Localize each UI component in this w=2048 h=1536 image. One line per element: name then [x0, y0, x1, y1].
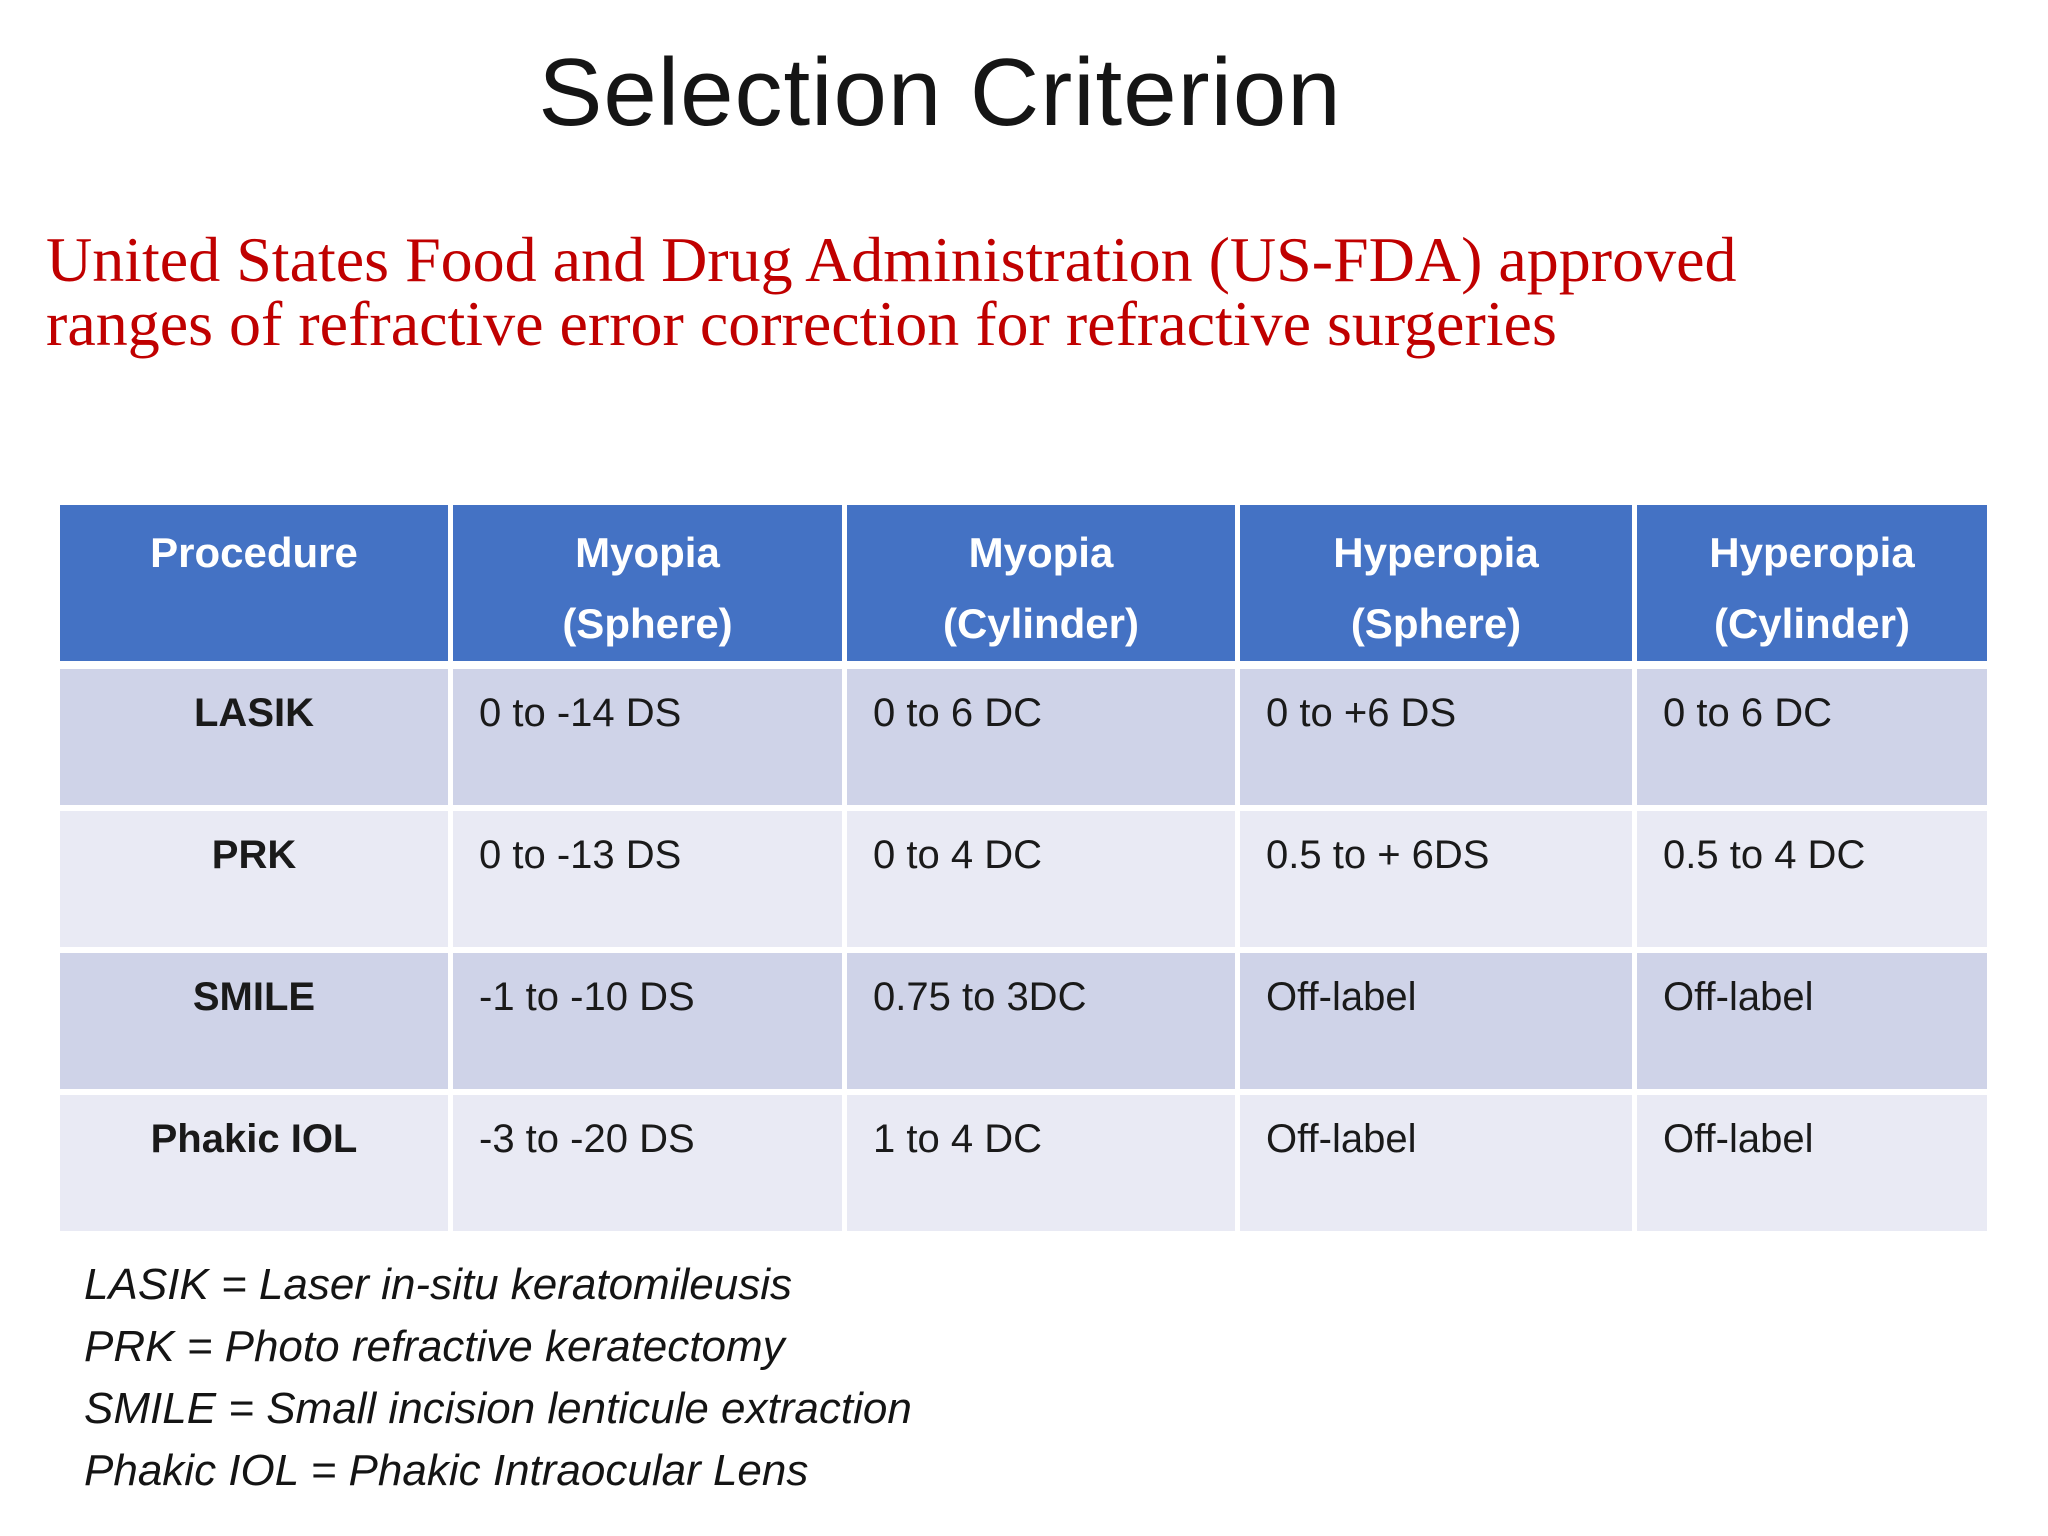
value-cell: Off-label	[1240, 1094, 1637, 1237]
value-cell: 0 to +6 DS	[1240, 668, 1637, 811]
value-cell: -3 to -20 DS	[453, 1094, 847, 1237]
value-cell: Off-label	[1240, 952, 1637, 1095]
value-cell: 0 to 6 DC	[1637, 668, 1987, 811]
value-cell: 0 to 6 DC	[847, 668, 1240, 811]
procedure-cell: Phakic IOL	[60, 1094, 453, 1237]
table-row-prk: PRK 0 to -13 DS 0 to 4 DC 0.5 to + 6DS 0…	[60, 810, 1987, 953]
slide-subtitle: United States Food and Drug Administrati…	[46, 224, 1737, 359]
footnote-phakic-iol: Phakic IOL = Phakic Intraocular Lens	[84, 1446, 809, 1495]
table-row-lasik: LASIK 0 to -14 DS 0 to 6 DC 0 to +6 DS 0…	[60, 668, 1987, 811]
value-cell: Off-label	[1637, 952, 1987, 1095]
value-cell: 0.5 to 4 DC	[1637, 810, 1987, 953]
value-cell: 0 to -13 DS	[453, 810, 847, 953]
table-header-row: Procedure Myopia (Sphere) Myopia (Cylind…	[60, 505, 1987, 669]
column-header-hyperopia-sphere: Hyperopia (Sphere)	[1240, 505, 1637, 669]
table-row-smile: SMILE -1 to -10 DS 0.75 to 3DC Off-label…	[60, 952, 1987, 1095]
procedure-cell: SMILE	[60, 952, 453, 1095]
value-cell: 0 to -14 DS	[453, 668, 847, 811]
value-cell: 1 to 4 DC	[847, 1094, 1240, 1237]
value-cell: -1 to -10 DS	[453, 952, 847, 1095]
column-header-myopia-cylinder: Myopia (Cylinder)	[847, 505, 1240, 669]
procedure-cell: LASIK	[60, 668, 453, 811]
footnotes: LASIK = Laser in-situ keratomileusis PRK…	[84, 1254, 912, 1502]
footnote-prk: PRK = Photo refractive keratectomy	[84, 1322, 785, 1371]
footnote-lasik: LASIK = Laser in-situ keratomileusis	[84, 1260, 792, 1309]
procedure-cell: PRK	[60, 810, 453, 953]
page-title: Selection Criterion	[538, 39, 1342, 146]
fda-approval-table: Procedure Myopia (Sphere) Myopia (Cylind…	[60, 505, 1987, 1237]
column-header-hyperopia-cylinder: Hyperopia (Cylinder)	[1637, 505, 1987, 669]
table-row-phakic-iol: Phakic IOL -3 to -20 DS 1 to 4 DC Off-la…	[60, 1094, 1987, 1237]
value-cell: 0 to 4 DC	[847, 810, 1240, 953]
column-header-procedure: Procedure	[60, 505, 453, 669]
value-cell: 0.5 to + 6DS	[1240, 810, 1637, 953]
footnote-smile: SMILE = Small incision lenticule extract…	[84, 1384, 912, 1433]
value-cell: Off-label	[1637, 1094, 1987, 1237]
value-cell: 0.75 to 3DC	[847, 952, 1240, 1095]
column-header-myopia-sphere: Myopia (Sphere)	[453, 505, 847, 669]
